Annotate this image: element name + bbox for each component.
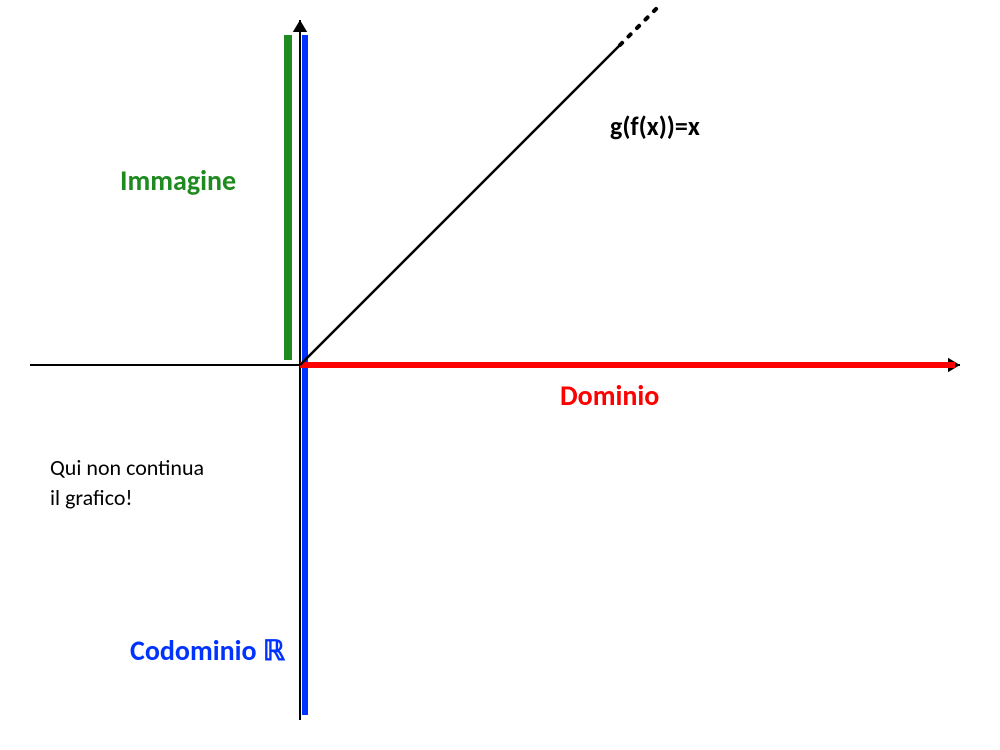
codominio-label: Codominio ℝ [130, 633, 286, 668]
identity-line-dotted [620, 5, 660, 45]
y-axis-arrow [293, 20, 307, 32]
note-line1: Qui non continua [50, 454, 204, 481]
identity-line-solid [300, 45, 620, 365]
identity-label: g(f(x))=x [610, 110, 700, 142]
dominio-label: Dominio [560, 378, 659, 413]
function-diagram: Immagine g(f(x))=x Dominio Codominio ℝ Q… [0, 0, 1000, 750]
immagine-label: Immagine [120, 163, 236, 198]
note-line2: il grafico! [50, 484, 133, 511]
